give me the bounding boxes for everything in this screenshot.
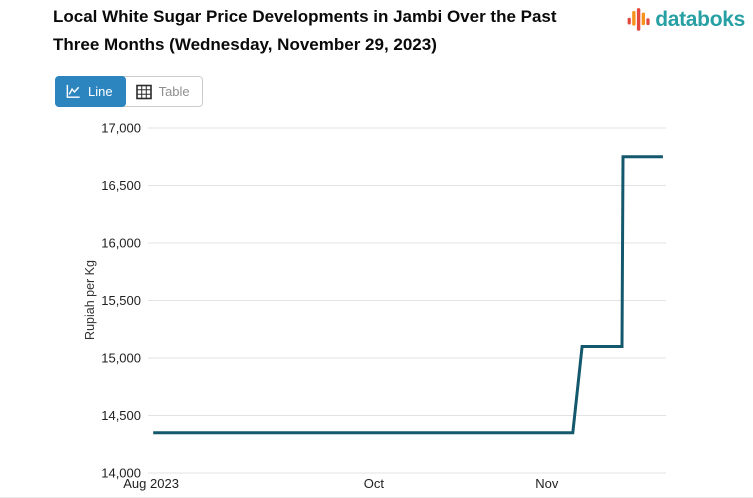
table-button-label: Table bbox=[158, 84, 190, 99]
line-button-label: Line bbox=[88, 84, 113, 99]
line-chart-icon bbox=[66, 84, 80, 98]
y-tick-label: 16,500 bbox=[101, 178, 141, 193]
databoks-logo[interactable]: databoks bbox=[626, 7, 745, 33]
table-grid-icon bbox=[135, 84, 152, 99]
page-title-line1: Local White Sugar Price Developments in … bbox=[53, 7, 557, 26]
y-tick-label: 15,000 bbox=[101, 351, 141, 366]
y-tick-label: 16,000 bbox=[101, 236, 141, 251]
line-view-button[interactable]: Line bbox=[55, 76, 126, 107]
view-toggle: Line Table bbox=[55, 76, 203, 107]
databoks-bars-icon bbox=[627, 8, 650, 31]
page-title: Local White Sugar Price Developments in … bbox=[53, 3, 557, 59]
y-tick-label: 17,000 bbox=[101, 121, 141, 136]
y-tick-label: 14,000 bbox=[101, 466, 141, 481]
y-tick-label: 15,500 bbox=[101, 293, 141, 308]
page-title-line2: Three Months (Wednesday, November 29, 20… bbox=[53, 35, 437, 54]
price-line bbox=[153, 155, 663, 435]
x-tick-label: Oct bbox=[364, 476, 385, 491]
y-tick-label: 14,500 bbox=[101, 408, 141, 423]
x-tick-label: Nov bbox=[535, 476, 559, 491]
table-view-button[interactable]: Table bbox=[122, 76, 203, 107]
brand-name: databoks bbox=[655, 8, 745, 31]
x-tick-label: Aug 2023 bbox=[123, 476, 179, 491]
